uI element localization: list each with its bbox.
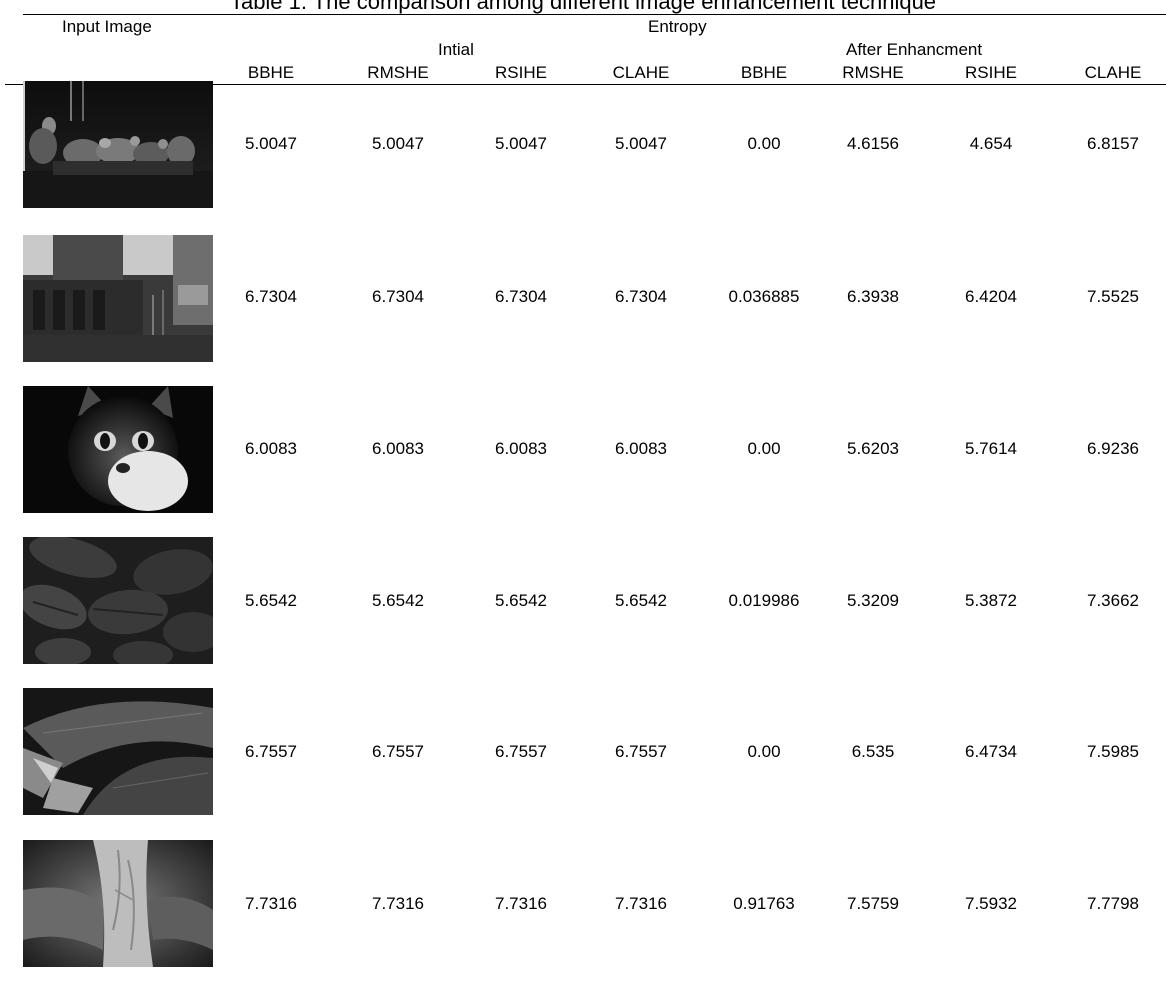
- col-header-after-clahe: CLAHE: [1084, 63, 1142, 82]
- row-4-after-rmshe: 5.3209: [847, 591, 899, 610]
- top-rule: [23, 14, 1166, 15]
- col-header-after-rsihe: RSIHE: [965, 63, 1017, 82]
- row-1-initial-rmshe: 5.0047: [372, 134, 424, 153]
- cat-face-photo: [23, 386, 213, 513]
- row-4-initial-rmshe: 5.6542: [372, 591, 424, 610]
- row-5-initial-clahe: 6.7557: [615, 742, 667, 761]
- row-6-after-rmshe: 7.5759: [847, 894, 899, 913]
- row-6-after-clahe: 7.7798: [1087, 894, 1139, 913]
- row-6-initial-rsihe: 7.7316: [495, 894, 547, 913]
- row-5-after-rmshe: 6.535: [851, 742, 895, 761]
- initial-header: Intial: [438, 40, 474, 59]
- row-2-initial-rmshe: 6.7304: [372, 287, 424, 306]
- row-1-after-rmshe: 4.6156: [847, 134, 899, 153]
- row-1-after-bbhe: 0.00: [747, 134, 781, 153]
- city-street-photo: [23, 235, 213, 362]
- col-header-after-bbhe: BBHE: [740, 63, 788, 82]
- row-5-initial-rmshe: 6.7557: [372, 742, 424, 761]
- entropy-header: Entropy: [648, 17, 707, 36]
- row-2-after-bbhe: 0.036885: [728, 287, 800, 306]
- row-4-after-bbhe: 0.019986: [728, 591, 800, 610]
- row-6-after-bbhe: 0.91763: [733, 894, 795, 913]
- row-5-initial-rsihe: 6.7557: [495, 742, 547, 761]
- table-caption: Table 1. The comparison among different …: [229, 0, 937, 14]
- header-rule: [5, 84, 1166, 85]
- row-1-after-rsihe: 4.654: [969, 134, 1013, 153]
- col-header-initial-clahe: CLAHE: [612, 63, 670, 82]
- row-1-initial-clahe: 5.0047: [615, 134, 667, 153]
- coffee-beans-photo: [23, 537, 213, 664]
- row-3-initial-bbhe: 6.0083: [245, 439, 297, 458]
- row-3-after-rmshe: 5.6203: [847, 439, 899, 458]
- row-3-initial-clahe: 6.0083: [615, 439, 667, 458]
- row-2-after-rsihe: 6.4204: [965, 287, 1017, 306]
- row-3-after-clahe: 6.9236: [1087, 439, 1139, 458]
- row-6-initial-bbhe: 7.7316: [245, 894, 297, 913]
- row-3-initial-rsihe: 6.0083: [495, 439, 547, 458]
- row-2-initial-bbhe: 6.7304: [245, 287, 297, 306]
- row-3-initial-rmshe: 6.0083: [372, 439, 424, 458]
- after-enhancement-header: After Enhancment: [846, 40, 983, 59]
- row-2-initial-clahe: 6.7304: [615, 287, 667, 306]
- row-4-initial-rsihe: 5.6542: [495, 591, 547, 610]
- row-1-initial-rsihe: 5.0047: [495, 134, 547, 153]
- row-5-initial-bbhe: 6.7557: [245, 742, 297, 761]
- row-5-after-clahe: 7.5985: [1087, 742, 1139, 761]
- col-header-initial-rmshe: RMSHE: [367, 63, 429, 82]
- row-2-after-rmshe: 6.3938: [847, 287, 899, 306]
- row-6-after-rsihe: 7.5932: [965, 894, 1017, 913]
- row-4-initial-bbhe: 5.6542: [245, 591, 297, 610]
- row-5-after-bbhe: 0.00: [747, 742, 781, 761]
- row-3-after-rsihe: 5.7614: [965, 439, 1017, 458]
- row-4-initial-clahe: 5.6542: [615, 591, 667, 610]
- row-5-after-rsihe: 6.4734: [965, 742, 1017, 761]
- input-image-header: Input Image: [62, 17, 152, 36]
- row-6-initial-clahe: 7.7316: [615, 894, 667, 913]
- row-4-after-rsihe: 5.3872: [965, 591, 1017, 610]
- row-4-after-clahe: 7.3662: [1087, 591, 1139, 610]
- col-header-initial-rsihe: RSIHE: [495, 63, 547, 82]
- col-header-after-rmshe: RMSHE: [842, 63, 904, 82]
- row-6-initial-rmshe: 7.7316: [372, 894, 424, 913]
- col-header-initial-bbhe: BBHE: [247, 63, 295, 82]
- row-1-after-clahe: 6.8157: [1087, 134, 1139, 153]
- hand-veins-photo: [23, 840, 213, 967]
- row-2-initial-rsihe: 6.7304: [495, 287, 547, 306]
- row-1-initial-bbhe: 5.0047: [245, 134, 297, 153]
- row-2-after-clahe: 7.5525: [1087, 287, 1139, 306]
- leaf-closeup-photo: [23, 688, 213, 815]
- rugby-scrum-photo: [23, 81, 213, 208]
- row-3-after-bbhe: 0.00: [747, 439, 781, 458]
